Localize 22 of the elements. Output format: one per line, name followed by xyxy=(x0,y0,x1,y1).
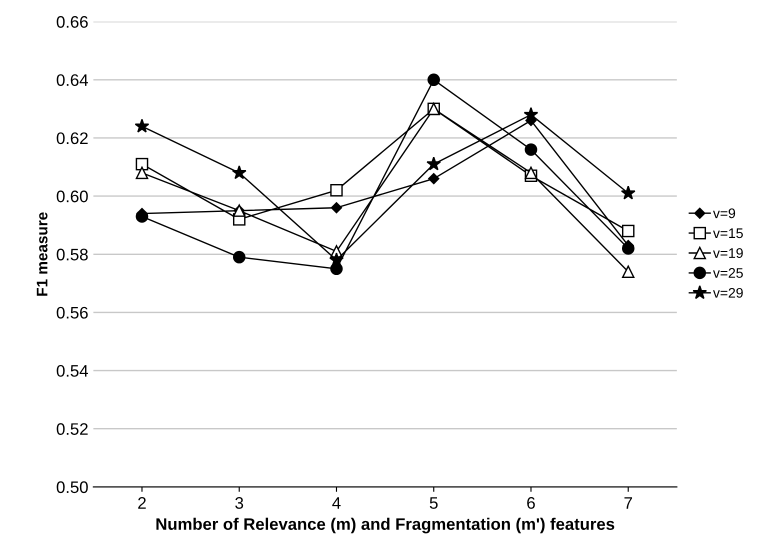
x-tick-label: 3 xyxy=(235,497,244,509)
y-tick-label: 0.50 xyxy=(56,481,88,494)
legend-label: v=29 xyxy=(713,288,743,298)
legend-label: v=15 xyxy=(713,228,743,238)
x-tick-label: 7 xyxy=(624,497,632,509)
y-tick-label: 0.62 xyxy=(56,132,88,144)
y-tick-label: 0.54 xyxy=(56,364,88,377)
legend-label: v=19 xyxy=(713,248,743,258)
y-tick-label: 0.58 xyxy=(56,248,88,260)
y-tick-label: 0.52 xyxy=(56,423,88,435)
x-tick-label: 2 xyxy=(138,497,146,509)
y-tick-label: 0.56 xyxy=(56,306,88,319)
x-tick-label: 5 xyxy=(430,497,438,509)
y-tick-label: 0.60 xyxy=(56,190,88,202)
y-tick-label: 0.64 xyxy=(56,74,88,86)
x-axis-title: Number of Relevance (m) and Fragmentation (m') features xyxy=(156,518,614,534)
x-tick-label: 4 xyxy=(332,497,341,509)
y-axis-title: F1 measure xyxy=(36,212,48,296)
legend-label: v=9 xyxy=(713,208,736,218)
y-tick-label: 0.66 xyxy=(56,16,88,28)
x-tick-label: 6 xyxy=(527,497,535,509)
legend-label: v=25 xyxy=(713,268,743,278)
